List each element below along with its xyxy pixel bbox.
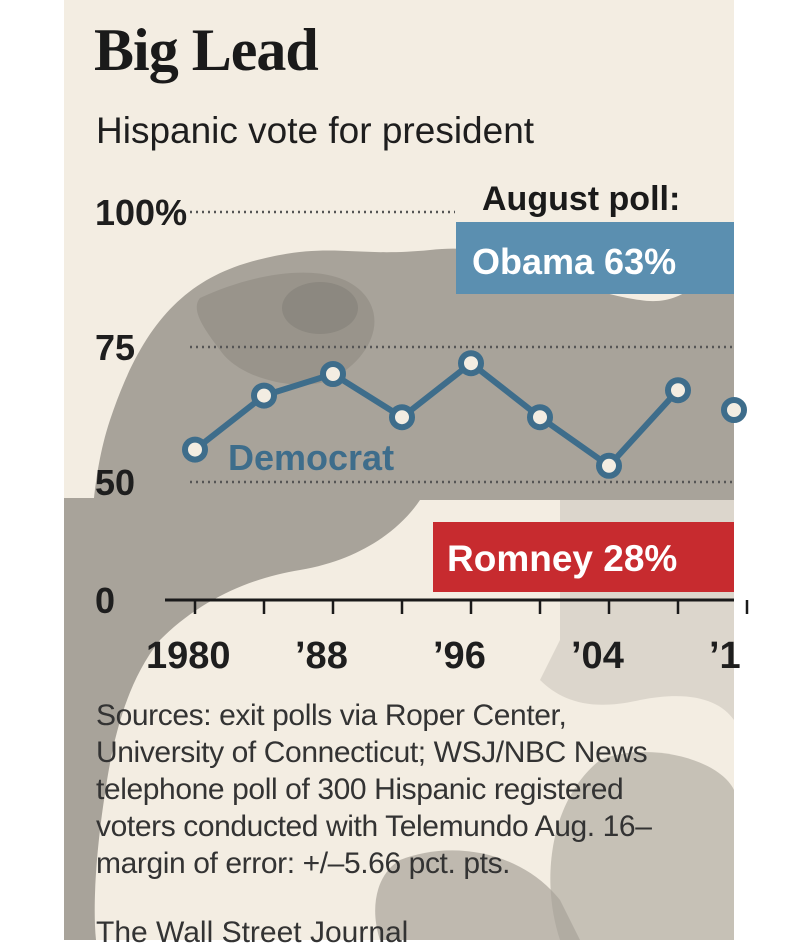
romney-callout-text: Romney 28% (447, 538, 678, 579)
y-tick-label-0: 0 (95, 580, 115, 621)
chart-subtitle: Hispanic vote for president (96, 110, 535, 151)
x-tick-label-1988: ’88 (295, 635, 348, 677)
democrat-point-2000 (527, 404, 553, 431)
august-poll-label: August poll: (482, 180, 681, 218)
x-tick-label-2012: ’1 (709, 635, 741, 677)
democrat-point-1984 (251, 382, 277, 409)
sources-note: Sources: exit polls via Roper Center, Un… (96, 699, 652, 880)
x-tick-label-2004: ’04 (571, 635, 624, 677)
y-tick-label-75: 75 (95, 327, 135, 368)
y-tick-label-50: 50 (95, 462, 135, 503)
democrat-point-2004 (596, 452, 622, 479)
democrat-point-1992 (389, 404, 415, 431)
source-credit: The Wall Street Journal (96, 916, 409, 949)
obama-poll-point (721, 397, 747, 423)
y-tick-label-100: 100% (95, 192, 187, 233)
x-tick-label-1996: ’96 (433, 635, 486, 677)
democrat-point-2008 (665, 377, 691, 404)
x-tick-label-1980: 1980 (146, 635, 231, 677)
democrat-series-label: Democrat (228, 437, 394, 478)
democrat-point-1996 (458, 350, 484, 377)
obama-callout-text: Obama 63% (472, 241, 677, 282)
romney-callout: Romney 28% (433, 522, 734, 592)
obama-callout: Obama 63% (456, 222, 734, 294)
democrat-point-1988 (320, 361, 346, 387)
chart-title: Big Lead (94, 17, 319, 83)
democrat-point-1980 (182, 436, 208, 463)
